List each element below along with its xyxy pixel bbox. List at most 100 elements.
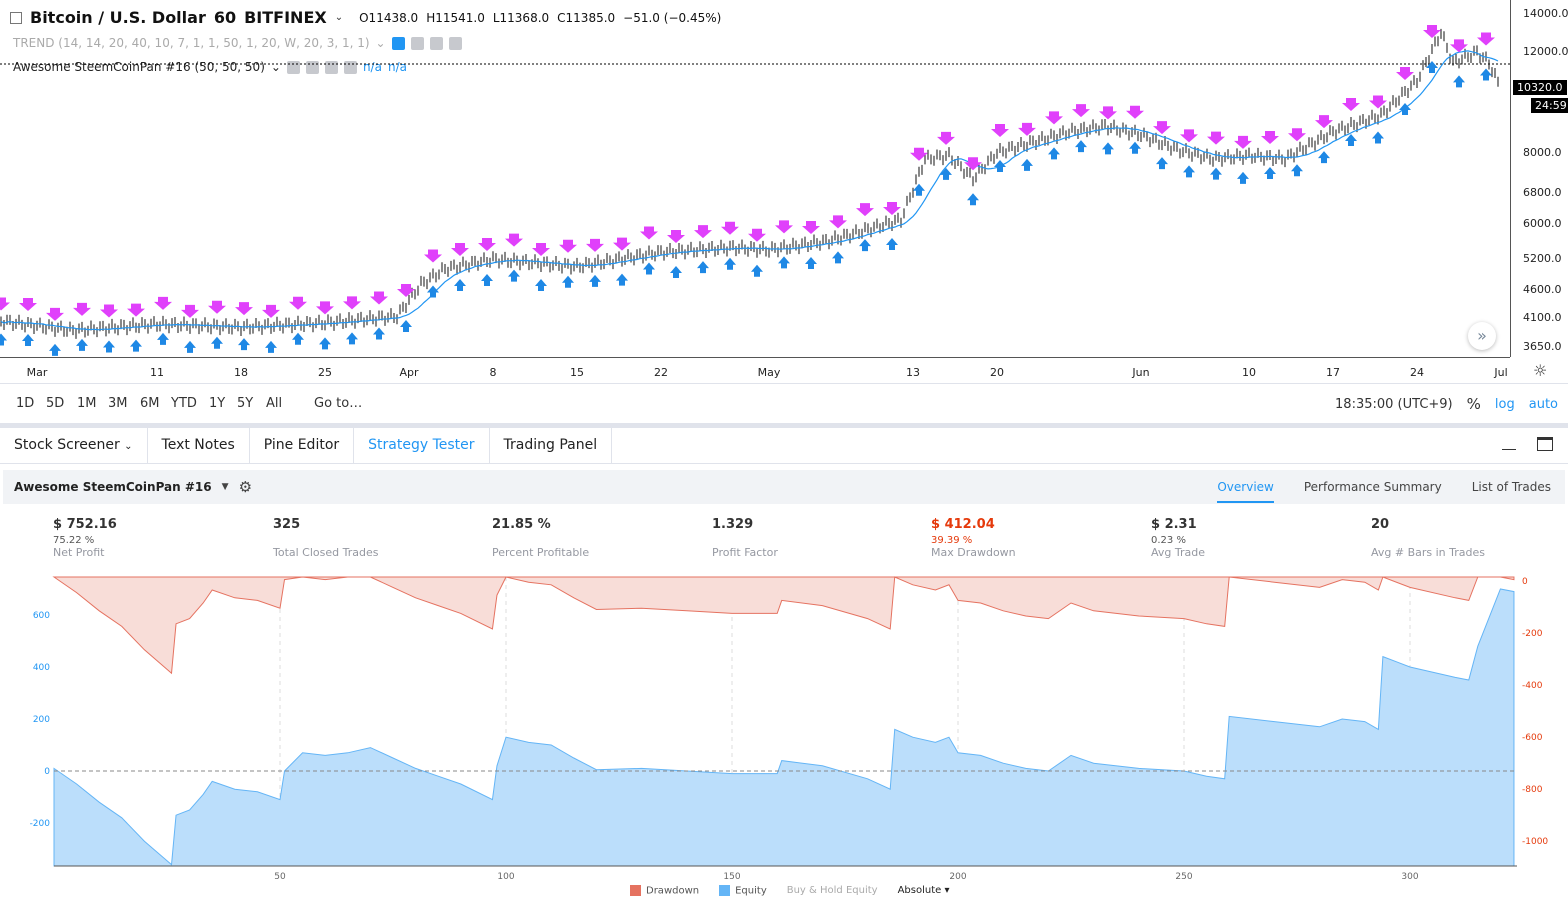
close-icon[interactable] bbox=[448, 36, 462, 50]
sell-signal-marker bbox=[46, 307, 64, 321]
source-code-icon[interactable] bbox=[429, 36, 443, 50]
sell-signal-marker bbox=[0, 297, 10, 311]
panel-divider[interactable] bbox=[0, 423, 1568, 428]
equity-axis-tick: 200 bbox=[33, 715, 50, 725]
sell-signal-marker bbox=[1342, 97, 1360, 111]
price-axis[interactable]: 10320.0 24:59 14000.0 12000.0 8000.0 6800.0… bbox=[1510, 0, 1568, 357]
subtab-performance-summary[interactable]: Performance Summary bbox=[1303, 480, 1442, 494]
range-5y[interactable]: 5Y bbox=[237, 396, 254, 411]
tab-stock-screener[interactable]: Stock Screener ⌄ bbox=[0, 428, 148, 463]
sell-signal-marker bbox=[478, 237, 496, 251]
stat-percent bbox=[492, 535, 589, 546]
range-3m[interactable]: 3M bbox=[108, 396, 128, 411]
sell-signal-marker bbox=[19, 297, 37, 311]
x-tick: 300 bbox=[1401, 872, 1418, 882]
sell-signal-marker bbox=[748, 228, 766, 242]
stat-label: Max Drawdown bbox=[931, 546, 1016, 559]
price-tick: 6800.0 bbox=[1523, 185, 1562, 199]
chevron-down-icon[interactable]: ⌄ bbox=[334, 12, 344, 23]
stat-percent: 75.22 % bbox=[53, 535, 95, 546]
price-tick: 8000.0 bbox=[1523, 145, 1562, 159]
drawdown-swatch bbox=[630, 885, 641, 896]
buy-signal-marker bbox=[778, 256, 790, 269]
symbol-name[interactable]: Bitcoin / U.S. Dollar bbox=[30, 8, 206, 27]
subtab-list-of-trades[interactable]: List of Trades bbox=[1471, 480, 1551, 494]
tab-pine-editor[interactable]: Pine Editor bbox=[250, 428, 355, 463]
legend-equity[interactable]: Equity bbox=[719, 885, 767, 897]
buy-signal-marker bbox=[535, 278, 547, 291]
range-all[interactable]: All bbox=[266, 396, 283, 411]
buy-signal-marker bbox=[49, 343, 61, 356]
buy-signal-marker bbox=[913, 183, 925, 196]
subtab-overview[interactable]: Overview bbox=[1217, 471, 1274, 503]
buy-signal-marker bbox=[1102, 142, 1114, 155]
collapse-icon[interactable] bbox=[10, 11, 22, 24]
maximize-panel-icon[interactable] bbox=[1537, 437, 1553, 451]
strategy-header: Awesome SteemCoinPan #16 ▼ ⚙ Overview Pe… bbox=[3, 470, 1565, 504]
tab-strategy-tester[interactable]: Strategy Tester bbox=[354, 428, 490, 463]
tab-trading-panel[interactable]: Trading Panel bbox=[490, 428, 613, 463]
buy-signal-marker bbox=[724, 257, 736, 270]
date-axis[interactable]: Mar 11 18 25 Apr 8 15 22 May 13 20 Jun 10 17 24 Jul bbox=[0, 357, 1510, 383]
drawdown-axis-tick: -200 bbox=[1522, 629, 1543, 639]
sell-signal-marker bbox=[1369, 95, 1387, 109]
range-1d[interactable]: 1D bbox=[16, 396, 35, 411]
close-value: C11385.0 bbox=[557, 10, 616, 25]
equity-chart[interactable]: 50 100 150 200 250 300 600 400 200 0 -200 0 -200 -400… bbox=[0, 570, 1568, 882]
sell-signal-marker bbox=[235, 302, 253, 316]
sell-signal-marker bbox=[991, 124, 1009, 138]
legend-drawdown[interactable]: Drawdown bbox=[630, 885, 699, 897]
x-tick: 50 bbox=[274, 872, 286, 882]
auto-toggle[interactable]: auto bbox=[1528, 396, 1558, 412]
interval[interactable]: 60 bbox=[213, 8, 237, 27]
sell-signal-marker bbox=[262, 304, 280, 318]
sell-signal-marker bbox=[181, 304, 199, 318]
buy-signal-marker bbox=[427, 285, 439, 298]
equity-axis-tick: -200 bbox=[30, 819, 51, 829]
sell-signal-marker bbox=[154, 296, 172, 310]
log-toggle[interactable]: log bbox=[1494, 396, 1515, 412]
range-6m[interactable]: 6M bbox=[140, 396, 160, 411]
stat-profit-factor: 1.329 Profit Factor bbox=[712, 517, 778, 559]
moving-average-line bbox=[0, 50, 1499, 331]
buy-signal-marker bbox=[859, 239, 871, 252]
settings-icon[interactable]: ⚙ bbox=[238, 478, 253, 496]
minimize-panel-icon[interactable] bbox=[1502, 442, 1516, 450]
legend-buy-hold[interactable]: Buy & Hold Equity bbox=[786, 885, 878, 897]
buy-signal-marker bbox=[157, 332, 169, 345]
scroll-to-realtime-button[interactable]: » bbox=[1468, 322, 1496, 350]
chevron-down-icon[interactable]: ⌄ bbox=[375, 36, 386, 50]
indicator-label: TREND (14, 14, 20, 40, 10, 7, 1, 1, 50, … bbox=[13, 36, 370, 50]
price-tick: 14000.0 bbox=[1523, 7, 1568, 20]
sell-signal-marker bbox=[370, 291, 388, 305]
settings-gear-icon[interactable]: ☼ bbox=[1533, 361, 1548, 380]
indicator-trend[interactable]: TREND (14, 14, 20, 40, 10, 7, 1, 1, 50, … bbox=[13, 36, 462, 50]
buy-signal-marker bbox=[1426, 61, 1438, 74]
range-1m[interactable]: 1M bbox=[77, 396, 97, 411]
chevron-down-icon[interactable]: ⌄ bbox=[270, 60, 281, 74]
tab-text-notes[interactable]: Text Notes bbox=[148, 428, 250, 463]
buy-signal-marker bbox=[1210, 167, 1222, 180]
range-1y[interactable]: 1Y bbox=[209, 396, 226, 411]
stat-label: Net Profit bbox=[53, 546, 105, 559]
sell-signal-marker bbox=[127, 303, 145, 317]
date-tick: Jun bbox=[1132, 366, 1150, 379]
buy-signal-marker bbox=[238, 338, 250, 351]
price-chart[interactable] bbox=[0, 0, 1510, 357]
sell-signal-marker bbox=[1315, 115, 1333, 129]
percent-toggle[interactable]: % bbox=[1466, 395, 1481, 413]
range-ytd[interactable]: YTD bbox=[171, 396, 197, 411]
buy-signal-marker bbox=[967, 193, 979, 206]
exchange[interactable]: BITFINEX bbox=[244, 8, 327, 27]
chevron-down-icon[interactable]: ▼ bbox=[221, 482, 229, 492]
x-tick: 250 bbox=[1175, 872, 1192, 882]
range-5d[interactable]: 5D bbox=[46, 396, 65, 411]
strategy-name[interactable]: Awesome SteemCoinPan #16 bbox=[14, 480, 212, 494]
goto-button[interactable]: Go to… bbox=[314, 396, 363, 411]
absolute-dropdown[interactable]: Absolute ▾ bbox=[897, 885, 950, 897]
date-tick: 25 bbox=[318, 366, 332, 379]
timezone-clock[interactable]: 18:35:00 (UTC+9) bbox=[1335, 396, 1453, 412]
settings-icon[interactable] bbox=[410, 36, 424, 50]
visibility-icon[interactable] bbox=[391, 36, 405, 50]
high-value: H11541.0 bbox=[426, 10, 485, 25]
